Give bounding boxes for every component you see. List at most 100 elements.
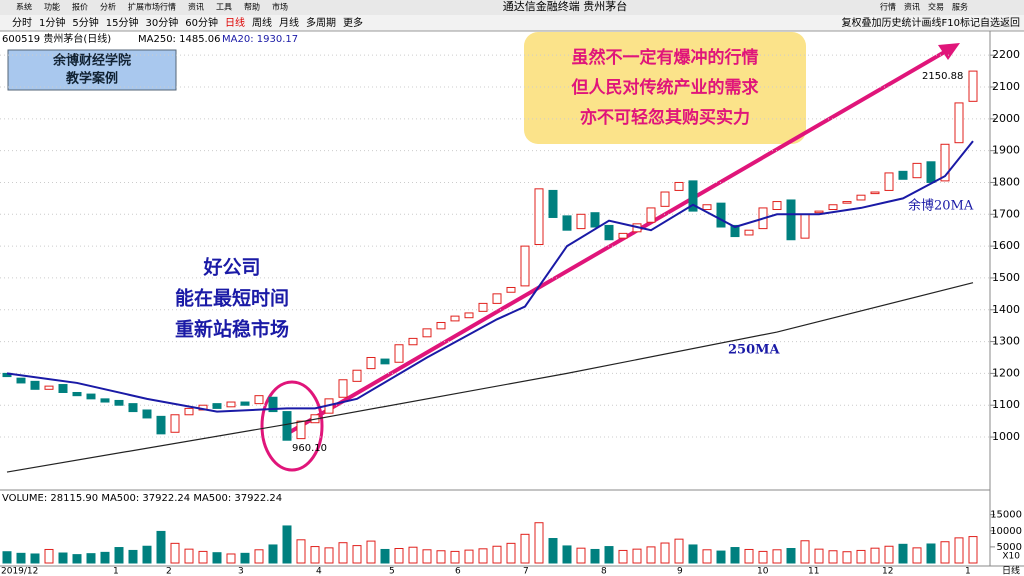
volume-bar: [16, 552, 26, 564]
candle: [688, 180, 698, 212]
volume-bar: [492, 545, 502, 564]
menu-item[interactable]: 系统: [16, 2, 32, 12]
volume-bar: [352, 545, 362, 564]
ma250-label: 250MA: [728, 343, 781, 358]
y-tick-label: 1600: [992, 239, 1020, 252]
period-label: 日线: [1002, 565, 1020, 576]
y-tick-label: 1800: [992, 175, 1020, 188]
candle: [156, 415, 166, 435]
candle: [562, 215, 572, 231]
candle: [954, 102, 964, 144]
candle: [16, 377, 26, 384]
candle: [548, 189, 558, 218]
volume-bar: [296, 539, 306, 564]
month-label: 5: [389, 567, 395, 576]
volume-bar: [324, 547, 334, 564]
logo: 余博财经学院 教学案例: [7, 49, 177, 91]
candle: [226, 401, 236, 408]
volume-bar: [828, 550, 838, 564]
period-tab[interactable]: 多周期: [306, 16, 336, 29]
volume-bar: [44, 548, 54, 564]
y-tick-label: 1300: [992, 335, 1020, 348]
period-tab[interactable]: 1分钟: [39, 16, 65, 29]
volume-bar: [660, 542, 670, 564]
highlight-circle: [260, 380, 324, 472]
candle: [58, 384, 68, 393]
ma20-label: 余博20MA: [908, 198, 974, 214]
volume-bar: [534, 522, 544, 564]
period-tab[interactable]: 周线: [252, 16, 272, 29]
volume-bar: [898, 543, 908, 564]
period-tab[interactable]: 日线: [225, 16, 245, 29]
volume-unit: X10: [1002, 552, 1020, 562]
window-button[interactable]: 行情: [880, 2, 896, 12]
candle: [478, 302, 488, 312]
volume-bar: [744, 548, 754, 564]
volume-bar: [30, 553, 40, 564]
candle: [618, 232, 628, 239]
volume-tick-label: 5000: [997, 542, 1022, 553]
window-button[interactable]: 服务: [952, 2, 968, 12]
period-tab[interactable]: 5分钟: [72, 16, 98, 29]
candle: [716, 202, 726, 228]
tool-menu[interactable]: 复权叠加历史统计画线F10标记自选返回: [842, 16, 1020, 29]
menu-item[interactable]: 功能: [44, 2, 60, 12]
annotation: 好公司: [202, 256, 260, 279]
volume-bar: [912, 547, 922, 564]
volume-bar: [86, 553, 96, 564]
period-tab[interactable]: 分时: [12, 17, 32, 29]
candle: [380, 358, 390, 365]
candle: [786, 199, 796, 241]
annotation: 重新站稳市场: [175, 318, 289, 341]
candle: [240, 401, 250, 406]
period-tab[interactable]: 60分钟: [185, 16, 218, 29]
menu-item[interactable]: 市场: [272, 2, 288, 12]
candle: [590, 212, 600, 228]
candle: [100, 398, 110, 403]
window-button[interactable]: 资讯: [904, 2, 920, 12]
candle: [576, 213, 586, 230]
menu-item[interactable]: 分析: [100, 2, 116, 12]
candle: [870, 191, 880, 195]
low-label: 960.10: [292, 443, 327, 454]
candle: [828, 204, 838, 211]
period-tab[interactable]: 15分钟: [106, 16, 139, 29]
volume-bar: [814, 548, 824, 564]
month-label: 6: [455, 567, 461, 576]
period-tab[interactable]: 30分钟: [145, 16, 178, 29]
candle: [394, 344, 404, 363]
month-label: 1: [113, 567, 119, 576]
candle: [492, 293, 502, 304]
menu-item[interactable]: 报价: [72, 2, 88, 12]
volume-bar: [464, 549, 474, 564]
month-label: 7: [523, 567, 529, 576]
menu-item[interactable]: 工具: [216, 3, 232, 12]
month-label: 2: [166, 567, 172, 576]
volume-bar: [394, 548, 404, 564]
callout-text: 但人民对传统产业的需求: [572, 77, 759, 98]
candle: [744, 229, 754, 236]
candle: [282, 411, 292, 441]
volume-bar: [268, 544, 278, 564]
volume-bar: [506, 542, 516, 564]
candle: [912, 162, 922, 179]
volume-bar: [114, 547, 124, 564]
period-tab[interactable]: 月线: [279, 16, 299, 29]
month-label: 3: [238, 567, 244, 576]
menu-item[interactable]: 资讯: [188, 2, 204, 12]
menu-item[interactable]: 扩展市场行情: [128, 2, 176, 12]
period-tab[interactable]: 更多: [343, 16, 363, 29]
volume-bar: [758, 550, 768, 564]
candle: [114, 399, 124, 406]
volume-tick-label: 10000: [990, 526, 1022, 537]
month-label: 1: [965, 567, 971, 576]
volume-bar: [310, 546, 320, 564]
candle: [464, 312, 474, 319]
volume-bar: [156, 530, 166, 564]
ma20-info: MA20: 1930.17: [222, 34, 298, 45]
volume-bar: [800, 540, 810, 564]
volume-bar: [590, 548, 600, 564]
menu-item[interactable]: 帮助: [244, 2, 260, 12]
window-button[interactable]: 交易: [928, 2, 944, 12]
